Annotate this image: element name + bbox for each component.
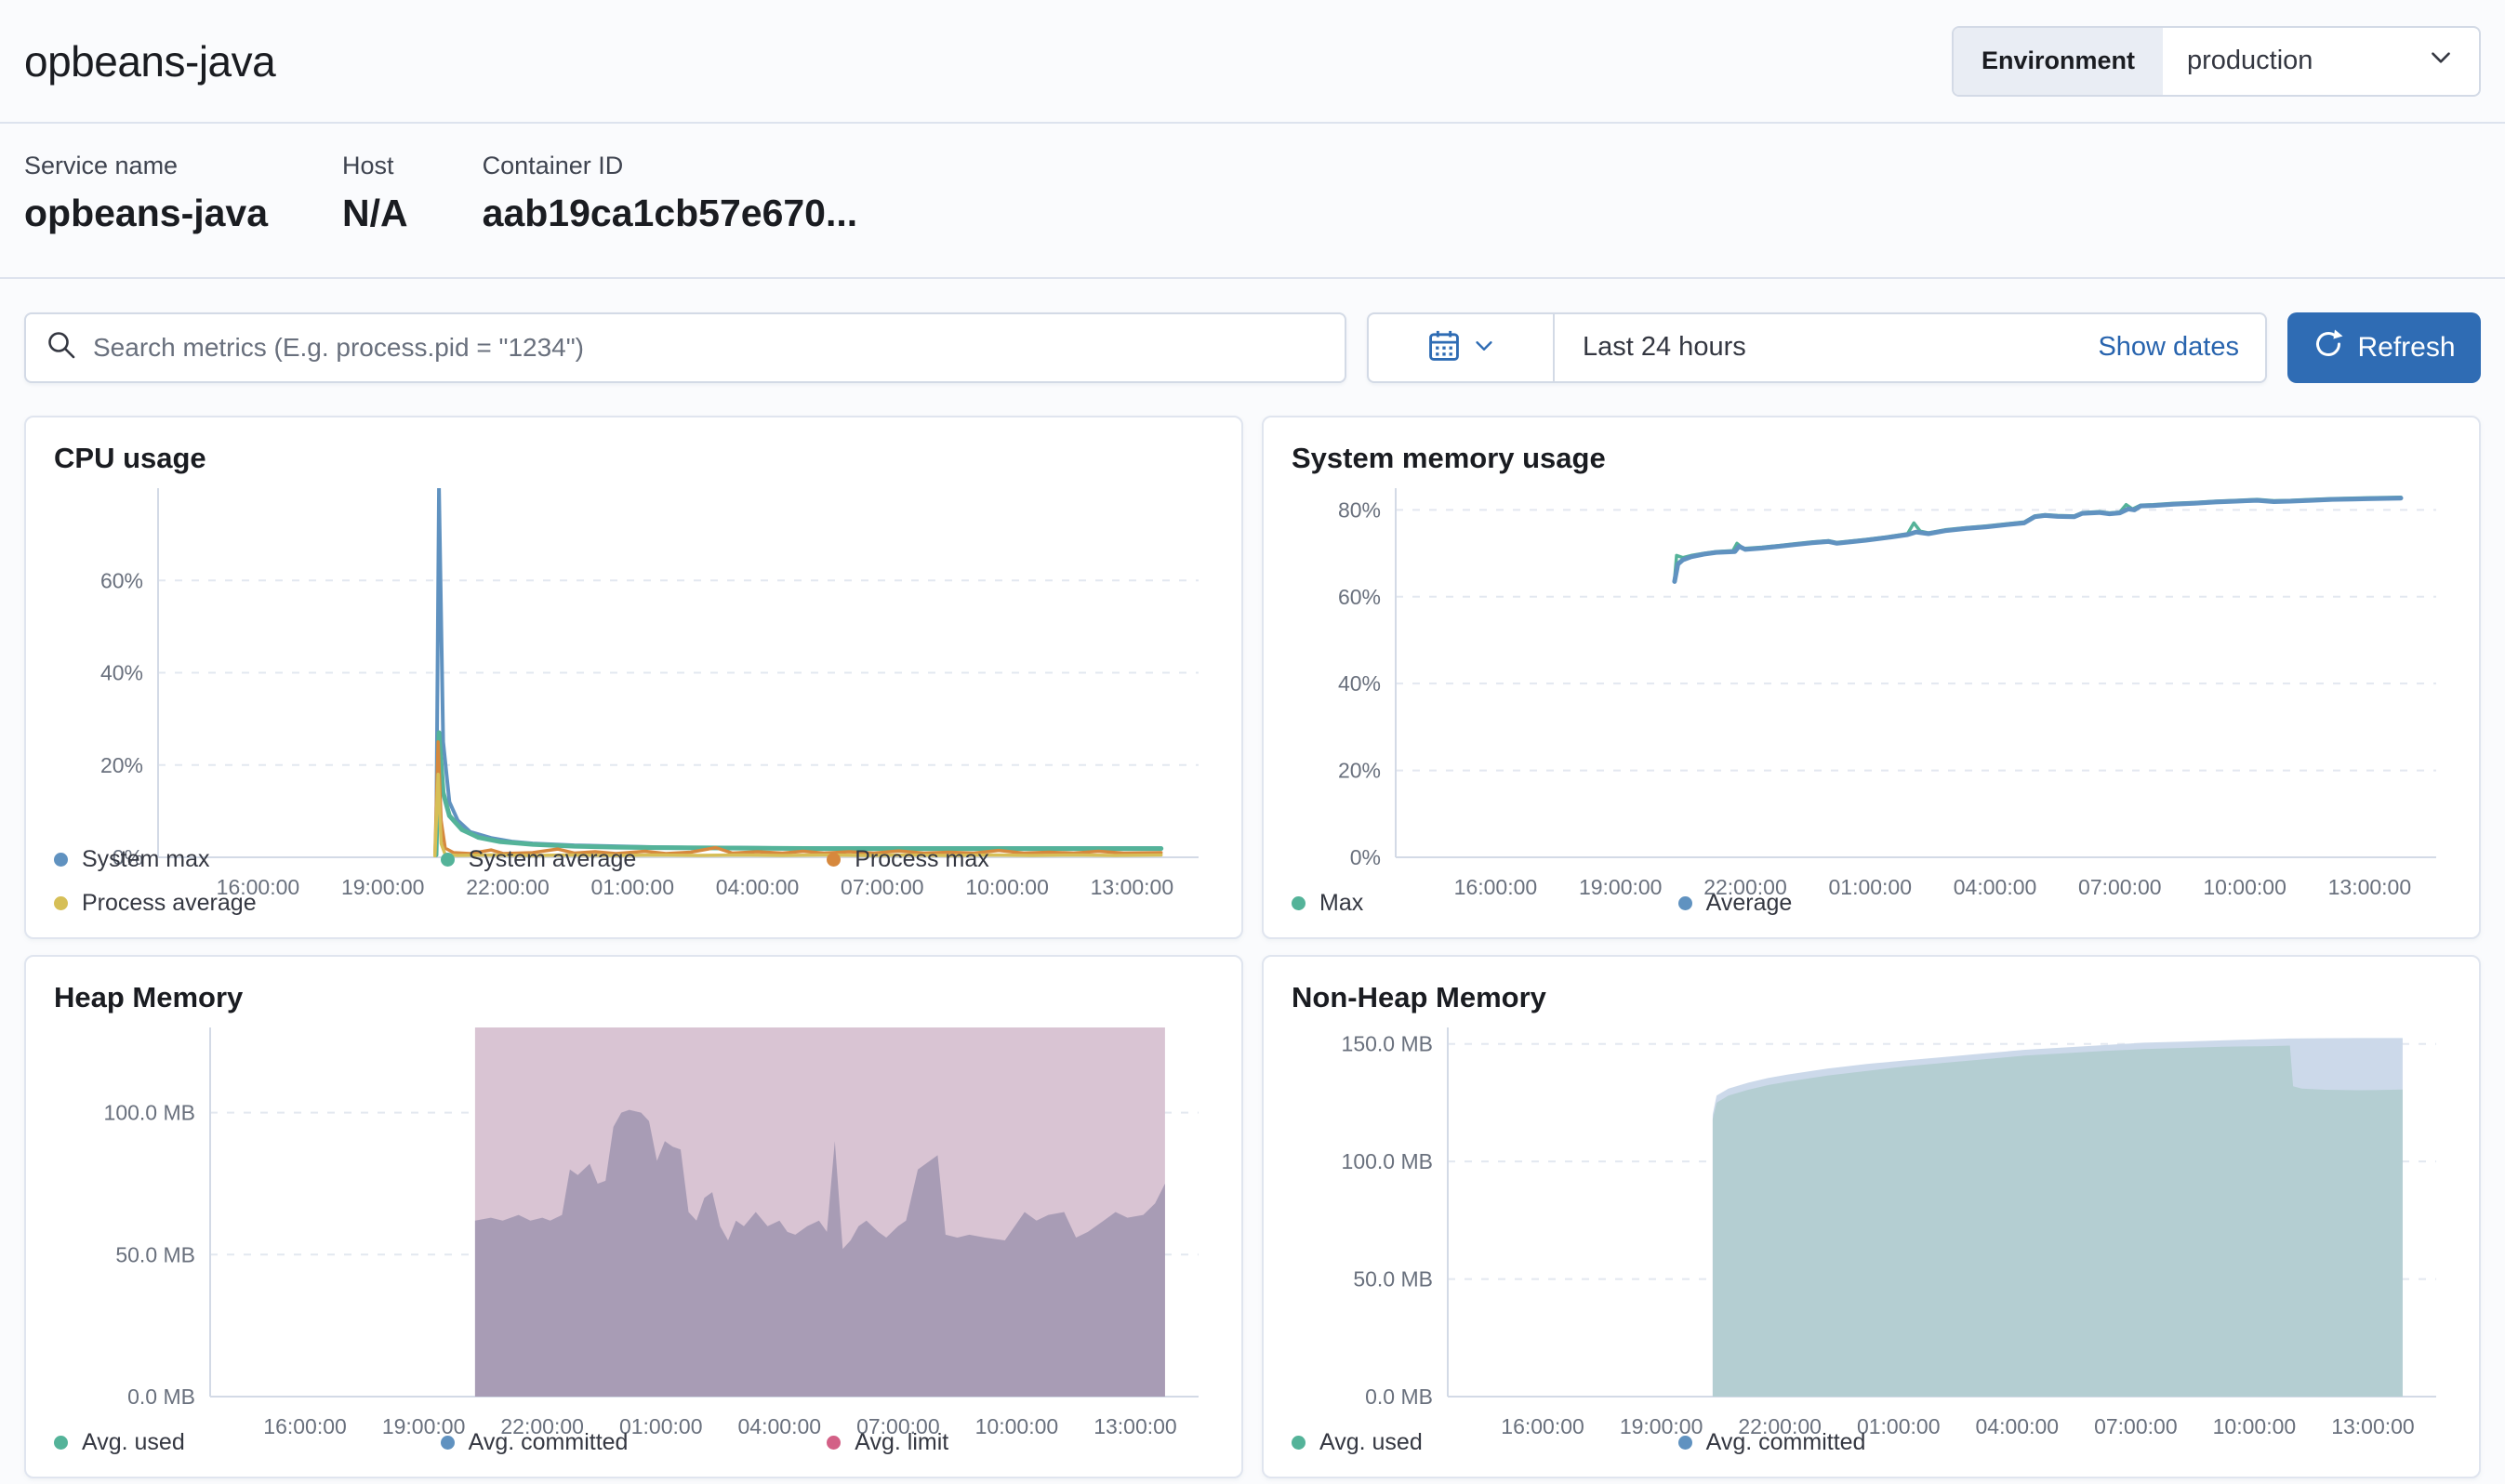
legend-dot: [54, 1436, 68, 1450]
svg-text:60%: 60%: [1338, 585, 1381, 609]
environment-label: Environment: [1954, 28, 2163, 95]
refresh-label: Refresh: [2357, 332, 2455, 364]
service-name-value: opbeans-java: [24, 192, 268, 235]
host-value: N/A: [342, 192, 408, 235]
legend-label: Avg. used: [82, 1429, 185, 1456]
legend-label: System average: [469, 846, 637, 873]
legend-dot: [54, 853, 68, 867]
container-id-value: aab19ca1cb57e670...: [483, 192, 858, 235]
date-picker: Last 24 hours Show dates: [1367, 312, 2267, 383]
metrics-panels: CPU usage 0%20%40%60%16:00:0019:00:0022:…: [24, 416, 2481, 1478]
legend-dot: [1292, 1436, 1306, 1450]
page-header: opbeans-java Environment production: [0, 0, 2505, 124]
environment-value: production: [2187, 46, 2313, 76]
service-name-label: Service name: [24, 152, 268, 180]
legend-item[interactable]: System max: [54, 846, 441, 873]
legend-item[interactable]: Avg. committed: [1678, 1429, 2065, 1456]
svg-text:80%: 80%: [1338, 497, 1381, 522]
cpu-usage-chart[interactable]: 0%20%40%60%16:00:0019:00:0022:00:0001:00…: [54, 479, 1213, 837]
chevron-down-icon: [1472, 334, 1496, 361]
panel-title: Heap Memory: [54, 981, 1213, 1014]
legend-dot: [1292, 896, 1306, 910]
date-quick-select-button[interactable]: [1369, 314, 1555, 381]
legend-dot: [1678, 896, 1692, 910]
legend-label: System max: [82, 846, 210, 873]
panel-title: CPU usage: [54, 442, 1213, 475]
legend-label: Average: [1706, 890, 1793, 917]
heap-memory-panel: Heap Memory 0.0 MB50.0 MB100.0 MB16:00:0…: [24, 955, 1243, 1478]
svg-text:40%: 40%: [1338, 671, 1381, 696]
svg-text:60%: 60%: [100, 568, 143, 592]
legend-item[interactable]: Max: [1292, 890, 1678, 917]
cpu-usage-panel: CPU usage 0%20%40%60%16:00:0019:00:0022:…: [24, 416, 1243, 939]
legend-dot: [827, 1436, 841, 1450]
legend-label: Avg. committed: [469, 1429, 629, 1456]
svg-text:100.0 MB: 100.0 MB: [1342, 1149, 1433, 1173]
chevron-down-icon: [2427, 44, 2455, 79]
legend-item[interactable]: Process average: [54, 890, 441, 917]
heap-memory-chart[interactable]: 0.0 MB50.0 MB100.0 MB16:00:0019:00:0022:…: [54, 1018, 1213, 1420]
svg-text:100.0 MB: 100.0 MB: [104, 1101, 195, 1125]
non-heap-memory-panel: Non-Heap Memory 0.0 MB 50.0 MB 100.0 MB 150…: [1262, 955, 2481, 1478]
legend-item[interactable]: System average: [441, 846, 828, 873]
host-label: Host: [342, 152, 408, 180]
legend-item[interactable]: Avg. used: [54, 1429, 441, 1456]
legend-dot: [441, 1436, 455, 1450]
legend-label: Avg. committed: [1706, 1429, 1866, 1456]
legend-dot: [1678, 1436, 1692, 1450]
legend-dot: [827, 853, 841, 867]
service-details: Service name opbeans-java Host N/A Conta…: [0, 124, 2505, 279]
heap-memory-legend: Avg. used Avg. committed Avg. limit: [54, 1429, 1213, 1456]
service-name-field: Service name opbeans-java: [24, 152, 268, 277]
legend-label: Process average: [82, 890, 257, 917]
legend-item[interactable]: Avg. committed: [441, 1429, 828, 1456]
toolbar: Last 24 hours Show dates Refresh: [0, 279, 2505, 416]
legend-item[interactable]: Average: [1678, 890, 2065, 917]
legend-item[interactable]: Process max: [827, 846, 1213, 873]
environment-select[interactable]: production: [2163, 28, 2479, 95]
show-dates-button[interactable]: Show dates: [2072, 314, 2265, 381]
svg-text:0%: 0%: [1350, 845, 1381, 869]
system-memory-panel: System memory usage 0%20%40%60%80%16:00:…: [1262, 416, 2481, 939]
legend-dot: [54, 896, 68, 910]
non-heap-memory-chart[interactable]: 0.0 MB50.0 MB100.0 MB150.0 MB16:00:0019:…: [1292, 1018, 2451, 1420]
page-title: opbeans-java: [24, 36, 275, 86]
svg-text:0.0 MB: 0.0 MB: [1365, 1385, 1433, 1409]
svg-text:40%: 40%: [100, 661, 143, 685]
container-id-field: Container ID aab19ca1cb57e670...: [483, 152, 858, 277]
search-input[interactable]: [93, 333, 1326, 363]
non-heap-memory-legend: Avg. used Avg. committed: [1292, 1429, 2451, 1456]
legend-label: Avg. used: [1319, 1429, 1423, 1456]
container-id-label: Container ID: [483, 152, 858, 180]
system-memory-legend: Max Average: [1292, 890, 2451, 917]
panel-title: System memory usage: [1292, 442, 2451, 475]
legend-label: Avg. limit: [855, 1429, 948, 1456]
environment-selector: Environment production: [1952, 26, 2481, 97]
time-range-display[interactable]: Last 24 hours: [1555, 314, 2072, 381]
legend-item[interactable]: Avg. used: [1292, 1429, 1678, 1456]
panel-title: Non-Heap Memory: [1292, 981, 2451, 1014]
svg-text:50.0 MB: 50.0 MB: [1353, 1267, 1433, 1292]
search-bar: [24, 312, 1346, 383]
svg-text:20%: 20%: [100, 753, 143, 777]
calendar-icon: [1425, 327, 1463, 367]
legend-dot: [441, 853, 455, 867]
svg-text:50.0 MB: 50.0 MB: [115, 1242, 195, 1266]
system-memory-chart[interactable]: 0%20%40%60%80%16:00:0019:00:0022:00:0001…: [1292, 479, 2451, 881]
search-icon: [45, 328, 78, 366]
host-field: Host N/A: [342, 152, 408, 277]
refresh-button[interactable]: Refresh: [2287, 312, 2481, 383]
svg-text:20%: 20%: [1338, 759, 1381, 783]
legend-item[interactable]: Avg. limit: [827, 1429, 1213, 1456]
refresh-icon: [2313, 328, 2344, 367]
legend-label: Max: [1319, 890, 1363, 917]
legend-label: Process max: [855, 846, 988, 873]
svg-text:0.0 MB: 0.0 MB: [127, 1385, 195, 1409]
svg-text:150.0 MB: 150.0 MB: [1342, 1032, 1433, 1056]
cpu-usage-legend: System max System average Process max Proce…: [54, 846, 1213, 917]
